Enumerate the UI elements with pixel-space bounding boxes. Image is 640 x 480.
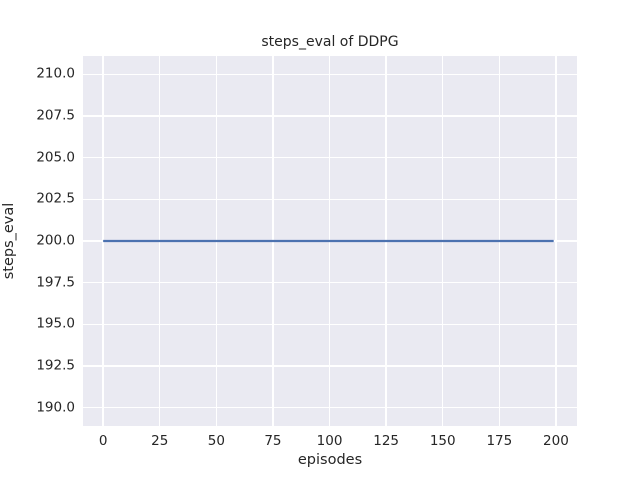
gridline-horizontal (83, 156, 577, 159)
x-tick-label: 50 (207, 433, 225, 449)
chart-title: steps_eval of DDPG (261, 34, 399, 50)
y-tick-label: 195.0 (36, 315, 75, 332)
y-tick-label: 192.5 (36, 357, 75, 374)
gridline-horizontal (83, 281, 577, 284)
gridline-horizontal (83, 73, 577, 76)
x-tick-label: 200 (543, 433, 569, 449)
y-tick-label: 202.5 (36, 190, 75, 207)
y-tick-label: 197.5 (36, 274, 75, 291)
y-tick-label: 207.5 (36, 107, 75, 124)
x-axis-label: episodes (297, 452, 363, 468)
y-tick-label: 190.0 (36, 399, 75, 416)
x-tick-label: 75 (264, 433, 282, 449)
plot-area (83, 56, 577, 426)
line-series-canvas (103, 239, 554, 243)
x-tick-label: 0 (98, 433, 108, 449)
x-tick-label: 150 (429, 433, 456, 449)
y-tick-label: 200.0 (36, 232, 75, 249)
gridline-horizontal (83, 365, 577, 367)
x-tick-label: 25 (151, 433, 169, 449)
y-tick-label: 205.0 (36, 149, 75, 166)
gridline-horizontal (83, 115, 577, 117)
x-tick-label: 125 (373, 433, 400, 449)
x-tick-label: 175 (486, 433, 513, 449)
gridline-horizontal (83, 406, 577, 409)
gridline-horizontal (83, 198, 577, 201)
x-tick-label: 100 (316, 433, 343, 449)
gridline-horizontal (83, 323, 577, 326)
y-tick-label: 210.0 (36, 65, 75, 82)
